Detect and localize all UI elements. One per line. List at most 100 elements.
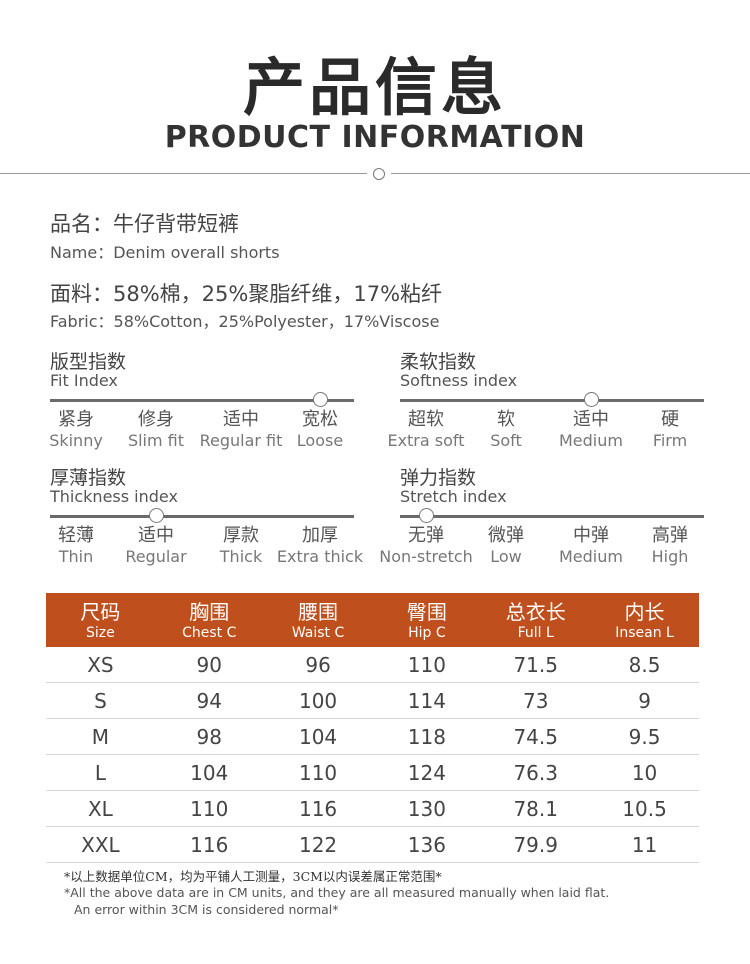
table-cell: 104 xyxy=(298,725,338,749)
stretch-index-title-cn: 弹力指数 xyxy=(400,467,477,489)
table-row: XL 110 116 130 78.1 10.5 xyxy=(46,791,699,827)
page-title-cn: 产品信息 xyxy=(242,51,507,124)
table-row: M 98 104 118 74.5 9.5 xyxy=(46,719,699,755)
softness-index-option: 硬 Firm xyxy=(622,409,718,451)
thickness-index-option: 轻薄 Thin xyxy=(28,525,124,567)
column-header-cn: 内长 xyxy=(624,600,665,624)
table-cell: S xyxy=(94,689,107,713)
thickness-index-option: 适中 Regular xyxy=(108,525,204,567)
option-label-en: Thin xyxy=(58,547,94,566)
table-cell: 10.5 xyxy=(622,797,667,821)
product-name-en: Name：Denim overall shorts xyxy=(50,243,280,262)
softness-index-marker xyxy=(584,392,599,407)
table-cell: XXL xyxy=(81,833,120,857)
table-cell: 114 xyxy=(407,689,446,713)
thickness-index: 厚薄指数 Thickness index 轻薄 Thin 适中 Regular 厚款 Thic… xyxy=(50,463,363,573)
table-cell: 130 xyxy=(407,797,446,821)
table-cell: M xyxy=(91,725,110,749)
column-header: 臀围 Hip C xyxy=(372,593,481,647)
column-header-en: Insean L xyxy=(615,625,674,641)
option-label-en: Extra thick xyxy=(276,547,364,566)
option-label-cn: 适中 xyxy=(138,525,174,546)
option-label-cn: 加厚 xyxy=(302,525,338,546)
option-label-cn: 无弹 xyxy=(408,525,444,546)
softness-index-option: 超软 Extra soft xyxy=(378,409,474,451)
option-label-cn: 硬 xyxy=(661,409,679,430)
stretch-index-option: 高弹 High xyxy=(622,525,718,567)
table-cell: 118 xyxy=(407,725,446,749)
column-header: 总衣长 Full L xyxy=(481,593,590,647)
fit-index-option: 修身 Slim fit xyxy=(108,409,204,451)
option-label-en: Thick xyxy=(219,547,263,566)
page-title-en: PRODUCT INFORMATION xyxy=(164,120,586,155)
option-label-cn: 适中 xyxy=(573,409,609,430)
product-name-cn: 品名：牛仔背带短裤 xyxy=(50,212,239,236)
stretch-index-option: 无弹 Non-stretch xyxy=(378,525,474,567)
option-label-en: Low xyxy=(490,547,522,566)
option-label-cn: 软 xyxy=(497,409,515,430)
column-header-cn: 腰围 xyxy=(298,600,339,624)
table-cell: 90 xyxy=(196,653,222,677)
column-header: 腰围 Waist C xyxy=(264,593,373,647)
option-label-cn: 厚款 xyxy=(223,525,259,546)
stretch-index-title-en: Stretch index xyxy=(400,487,507,506)
column-header-cn: 总衣长 xyxy=(505,600,566,624)
column-header-cn: 臀围 xyxy=(406,600,447,624)
option-label-en: Skinny xyxy=(49,431,103,450)
table-cell: 74.5 xyxy=(513,725,558,749)
table-cell: XL xyxy=(87,797,113,821)
option-label-en: High xyxy=(651,547,689,566)
option-label-en: Soft xyxy=(490,431,522,450)
column-header-cn: 尺码 xyxy=(80,600,121,624)
softness-index-track xyxy=(400,399,704,402)
size-table: 尺码 Size 胸围 Chest C 腰围 Waist C 臀围 Hip C 总衣长 Full L… xyxy=(46,593,699,863)
option-label-cn: 修身 xyxy=(138,409,174,430)
softness-index: 柔软指数 Softness index 超软 Extra soft 软 Soft 适中 Med… xyxy=(387,347,704,457)
thickness-index-option: 厚款 Thick xyxy=(193,525,289,567)
fit-index-marker xyxy=(313,392,328,407)
column-header-cn: 胸围 xyxy=(189,600,230,624)
column-header-en: Chest C xyxy=(182,625,237,641)
table-cell: 124 xyxy=(407,761,446,785)
column-header: 尺码 Size xyxy=(46,593,155,647)
option-label-en: Firm xyxy=(652,431,688,450)
fit-index-track xyxy=(50,399,354,402)
divider-right xyxy=(391,173,750,174)
column-header-en: Waist C xyxy=(291,625,345,641)
table-cell: 78.1 xyxy=(513,797,558,821)
fit-index-option: 适中 Regular fit xyxy=(193,409,289,451)
note-en-line2: An error within 3CM is considered normal… xyxy=(74,902,339,917)
option-label-cn: 高弹 xyxy=(652,525,688,546)
table-cell: 9.5 xyxy=(628,725,661,749)
table-cell: L xyxy=(94,761,106,785)
table-cell: 79.9 xyxy=(513,833,558,857)
column-header-en: Hip C xyxy=(408,625,446,641)
option-label-cn: 紧身 xyxy=(58,409,94,430)
thickness-index-title-cn: 厚薄指数 xyxy=(50,467,127,489)
table-cell: 73 xyxy=(523,689,549,713)
option-label-cn: 宽松 xyxy=(302,409,338,430)
stretch-index: 弹力指数 Stretch index 无弹 Non-stretch 微弹 Low 中弹 Med… xyxy=(379,463,704,573)
option-label-en: Medium xyxy=(559,547,623,566)
option-label-cn: 适中 xyxy=(223,409,259,430)
size-table-body: XS 90 96 110 71.5 8.5 S 94 100 114 73 9 M 98 104 118 74.… xyxy=(46,647,699,863)
fit-index-title-en: Fit Index xyxy=(50,371,118,390)
thickness-index-title-en: Thickness index xyxy=(50,487,178,506)
option-label-en: Regular xyxy=(125,547,187,566)
fabric-cn: 面料：58%棉，25%聚脂纤维，17%粘纤 xyxy=(50,282,443,306)
option-label-cn: 中弹 xyxy=(573,525,609,546)
stretch-index-track xyxy=(400,515,704,518)
option-label-en: Non-stretch xyxy=(379,547,473,566)
table-cell: 10 xyxy=(631,761,658,785)
table-row: S 94 100 114 73 9 xyxy=(46,683,699,719)
option-label-en: Slim fit xyxy=(127,431,185,450)
table-cell: 110 xyxy=(298,761,338,785)
table-cell: 116 xyxy=(298,797,338,821)
fit-index: 版型指数 Fit Index 紧身 Skinny 修身 Slim fit 适中 Regular… xyxy=(49,347,354,457)
thickness-index-track xyxy=(50,515,354,518)
stretch-index-option: 中弹 Medium xyxy=(543,525,639,567)
table-cell: 11 xyxy=(631,833,658,857)
column-header: 内长 Insean L xyxy=(590,593,699,647)
divider-circle xyxy=(373,168,385,180)
table-cell: 110 xyxy=(407,653,446,677)
